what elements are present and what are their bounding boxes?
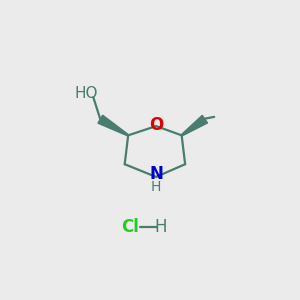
Text: HO: HO [75,86,98,101]
Text: H: H [151,180,161,194]
Text: O: O [149,116,163,134]
Text: Cl: Cl [122,218,140,236]
Text: H: H [154,218,167,236]
Text: N: N [149,165,163,183]
Polygon shape [181,116,208,136]
Polygon shape [98,115,128,136]
